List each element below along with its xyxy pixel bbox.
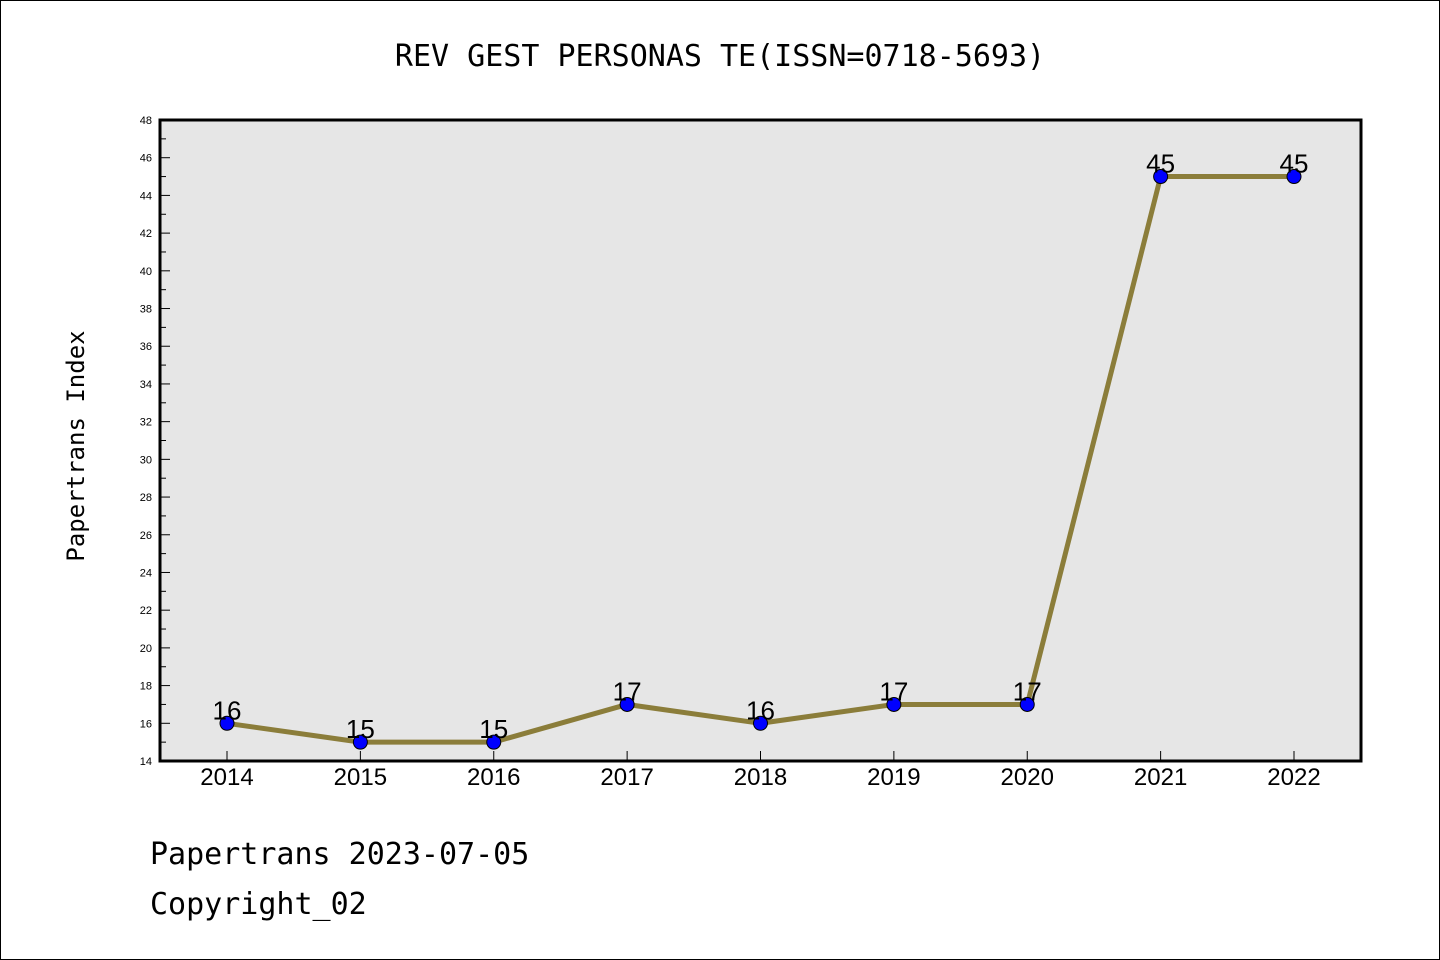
y-tick-label: 28: [140, 492, 152, 504]
chart-title: REV GEST PERSONAS TE(ISSN=0718-5693): [395, 39, 1045, 74]
data-point: [1019, 696, 1035, 712]
y-tick-label: 46: [140, 153, 152, 165]
data-label: 45: [1280, 149, 1309, 179]
footer-copyright: Copyright_02: [150, 887, 367, 922]
data-point: [219, 715, 235, 731]
x-axis: 2014 2015 2016 2017 2018 2019 2020 2021 2022: [200, 751, 1321, 791]
x-tick-label: 2019: [867, 764, 920, 791]
x-tick-label: 2021: [1134, 764, 1187, 791]
data-label: 45: [1146, 149, 1175, 179]
y-tick-label: 30: [140, 454, 152, 466]
series-group: [219, 169, 1302, 750]
y-tick-label: 42: [140, 228, 152, 240]
y-tick-label: 34: [140, 379, 152, 391]
data-label: 16: [213, 695, 242, 725]
data-label: 15: [346, 714, 375, 744]
x-tick-label: 2015: [334, 764, 387, 791]
y-axis-label: Papertrans Index: [62, 330, 90, 561]
y-tick-label: 24: [140, 567, 152, 579]
y-tick-label: 48: [140, 115, 152, 127]
data-label: 17: [1013, 676, 1042, 706]
data-point: [886, 696, 902, 712]
data-label: 16: [746, 695, 775, 725]
y-tick-label: 32: [140, 417, 152, 429]
y-tick-label: 44: [140, 190, 152, 202]
x-tick-label: 2014: [200, 764, 253, 791]
data-point: [1153, 169, 1169, 185]
data-label: 15: [479, 714, 508, 744]
x-tick-label: 2016: [467, 764, 520, 791]
y-tick-label: 18: [140, 681, 152, 693]
y-tick-label: 14: [140, 756, 152, 768]
y-tick-label: 16: [140, 718, 152, 730]
data-point: [486, 734, 502, 750]
y-tick-label: 40: [140, 266, 152, 278]
data-point: [1286, 169, 1302, 185]
data-label: 17: [613, 676, 642, 706]
y-tick-label: 20: [140, 643, 152, 655]
plot-area: [158, 118, 1363, 763]
data-point: [753, 715, 768, 731]
y-tick-label: 36: [140, 341, 152, 353]
data-label: 17: [879, 676, 908, 706]
data-point: [352, 734, 368, 750]
footer-date: Papertrans 2023-07-05: [150, 837, 529, 872]
x-tick-label: 2022: [1267, 764, 1320, 791]
data-point: [619, 696, 635, 712]
y-tick-label: 38: [140, 304, 152, 316]
x-tick-label: 2018: [734, 764, 787, 791]
y-tick-label: 22: [140, 605, 152, 617]
y-axis: 14 16 18 20 22 24 26 28 30 32 34 36 38 40 42 44 46 48: [140, 115, 170, 768]
data-labels: 16 15 15 17 16 17 17 45 45: [213, 149, 1309, 745]
y-tick-label: 26: [140, 530, 152, 542]
x-tick-label: 2020: [1001, 764, 1054, 791]
x-tick-label: 2017: [600, 764, 653, 791]
